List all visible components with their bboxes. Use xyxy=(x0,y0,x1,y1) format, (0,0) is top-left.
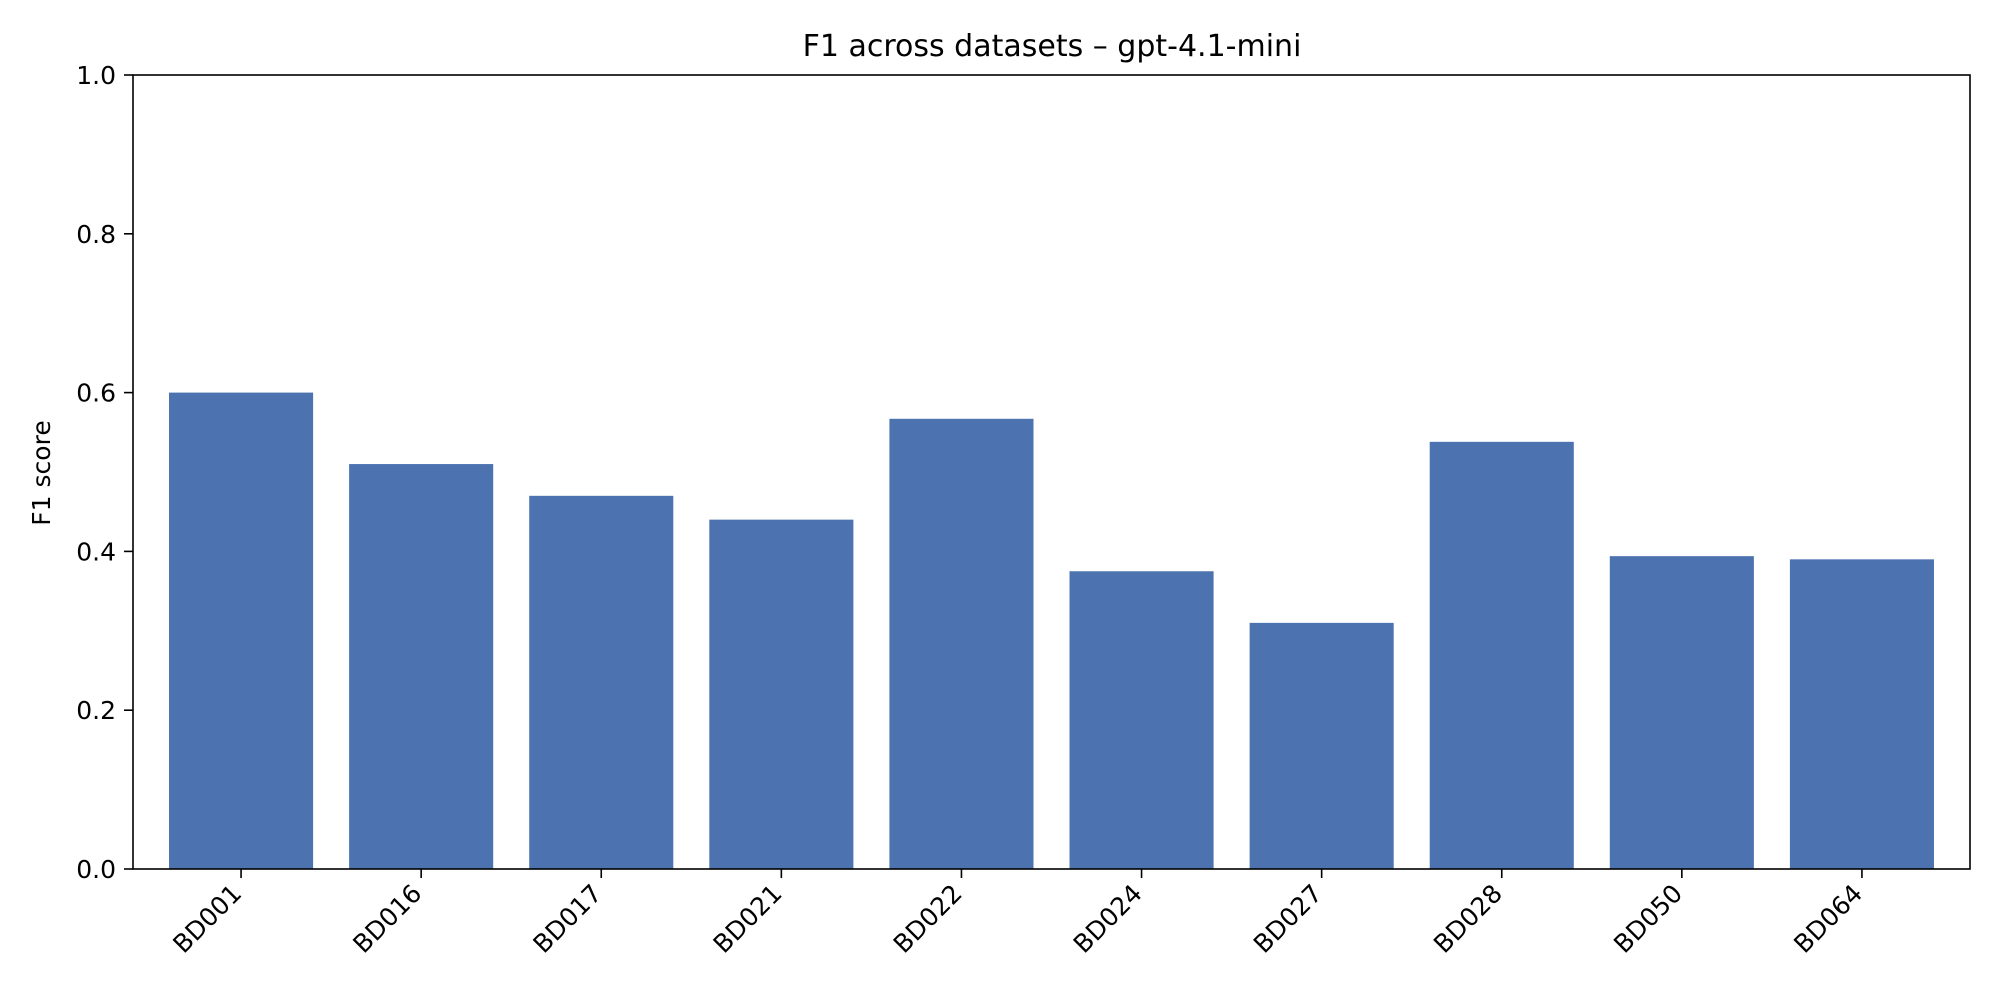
bar-bd017 xyxy=(529,495,674,869)
bar-bd024 xyxy=(1069,571,1214,869)
y-tick-label: 0.4 xyxy=(76,537,116,566)
x-tick-label: BD016 xyxy=(347,879,427,959)
x-tick-label: BD022 xyxy=(888,879,968,959)
bar-bd001 xyxy=(169,392,314,869)
x-axis: BD001 BD016 BD017 BD021 BD022 BD024 BD027 BD028… xyxy=(167,869,1868,959)
bar-bd016 xyxy=(349,464,494,869)
bar-bd021 xyxy=(709,519,854,869)
x-tick-label: BD028 xyxy=(1428,879,1508,959)
x-tick-label: BD064 xyxy=(1788,879,1868,959)
chart-title: F1 across datasets – gpt-4.1-mini xyxy=(803,29,1302,64)
y-axis: 0.0 0.2 0.4 0.6 0.8 1.0 xyxy=(76,61,133,884)
x-tick-label: BD001 xyxy=(167,879,247,959)
x-tick-label: BD027 xyxy=(1248,879,1328,959)
plot-frame xyxy=(132,74,1971,870)
x-tick-label: BD017 xyxy=(528,879,608,959)
y-tick-label: 0.6 xyxy=(76,379,116,408)
bar-bd064 xyxy=(1789,559,1934,869)
bar-bd050 xyxy=(1609,556,1754,869)
y-tick-label: 0.8 xyxy=(76,220,116,249)
bar-bd027 xyxy=(1249,622,1394,869)
y-tick-label: 0.0 xyxy=(76,855,116,884)
y-tick-label: 1.0 xyxy=(76,61,116,90)
x-tick-label: BD024 xyxy=(1068,879,1148,959)
bar-bd028 xyxy=(1429,441,1574,869)
bar-bd022 xyxy=(889,418,1034,869)
x-tick-label: BD050 xyxy=(1608,879,1688,959)
y-axis-label: F1 score xyxy=(27,420,56,525)
bars-layer xyxy=(169,392,1934,869)
x-tick-label: BD021 xyxy=(708,879,788,959)
y-tick-label: 0.2 xyxy=(76,696,116,725)
